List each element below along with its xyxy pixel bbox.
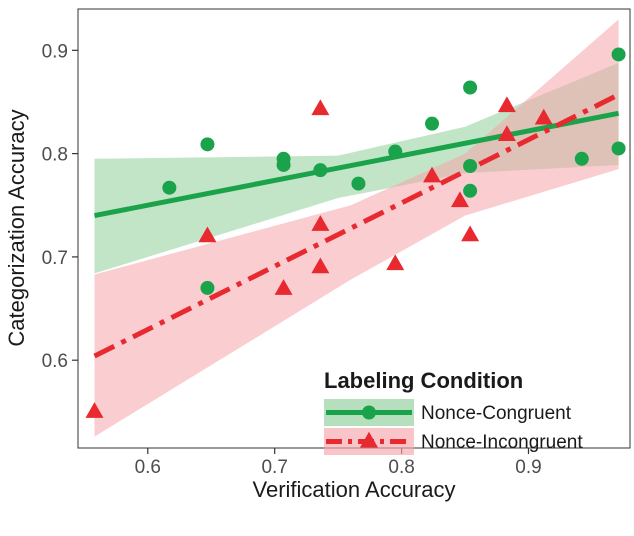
data-point-nonce-incongruent	[534, 108, 553, 125]
data-point-nonce-congruent	[276, 157, 291, 172]
data-point-nonce-congruent	[351, 176, 366, 191]
data-point-nonce-congruent	[388, 144, 403, 159]
data-point-nonce-incongruent	[311, 99, 330, 116]
data-point-nonce-incongruent	[423, 166, 442, 183]
data-point-nonce-incongruent	[461, 225, 480, 242]
data-point-nonce-congruent	[574, 151, 589, 166]
legend-title: Labeling Condition	[324, 368, 523, 393]
x-tick-label: 0.9	[515, 457, 541, 478]
data-point-nonce-incongruent	[450, 191, 469, 208]
x-tick-label: 0.6	[135, 457, 161, 478]
data-point-nonce-congruent	[313, 163, 328, 178]
regression-lines	[93, 92, 620, 359]
legend-label: Nonce-Incongruent	[421, 432, 583, 453]
x-axis: 0.6 0.7 0.8 0.9	[135, 448, 542, 478]
legend-label: Nonce-Congruent	[421, 403, 572, 424]
data-point-nonce-incongruent	[497, 125, 516, 142]
data-point-nonce-congruent	[425, 116, 440, 131]
data-point-nonce-congruent	[162, 180, 177, 195]
data-point-nonce-congruent	[200, 137, 215, 152]
confidence-band-nonce-congruent	[94, 62, 619, 274]
data-point-nonce-incongruent	[198, 226, 217, 243]
data-point-nonce-incongruent	[311, 215, 330, 231]
data-point-nonce-congruent	[463, 159, 478, 174]
data-point-nonce-congruent	[611, 47, 626, 62]
data-point-nonce-congruent	[463, 183, 478, 198]
y-tick-label: 0.6	[42, 351, 68, 372]
y-tick-label: 0.9	[42, 41, 68, 62]
x-tick-label: 0.7	[261, 457, 287, 478]
y-tick-label: 0.7	[42, 248, 68, 269]
legend: Labeling Condition Nonce-Congruent Nonce-…	[324, 368, 583, 455]
data-point-nonce-incongruent	[85, 402, 104, 418]
x-tick-label: 0.8	[388, 457, 414, 478]
data-points	[85, 47, 626, 418]
regression-line-nonce-congruent	[94, 110, 620, 219]
x-axis-title: Verification Accuracy	[253, 477, 456, 502]
legend-key-marker	[360, 431, 378, 448]
legend-key-marker	[362, 405, 376, 420]
data-point-nonce-incongruent	[497, 96, 516, 113]
y-tick-label: 0.8	[42, 145, 68, 166]
y-axis-title: Categorization Accuracy	[4, 109, 29, 346]
data-point-nonce-congruent	[463, 80, 478, 95]
legend-item-nonce-congruent: Nonce-Congruent	[324, 399, 572, 426]
regression-line-nonce-incongruent	[93, 92, 620, 359]
data-point-nonce-incongruent	[274, 279, 293, 295]
data-point-nonce-incongruent	[311, 257, 330, 274]
data-point-nonce-congruent	[200, 280, 215, 295]
data-point-nonce-incongruent	[386, 254, 405, 271]
legend-item-nonce-incongruent: Nonce-Incongruent	[324, 428, 583, 455]
y-axis: 0.6 0.7 0.8 0.9	[42, 41, 78, 372]
data-point-nonce-congruent	[611, 141, 626, 156]
